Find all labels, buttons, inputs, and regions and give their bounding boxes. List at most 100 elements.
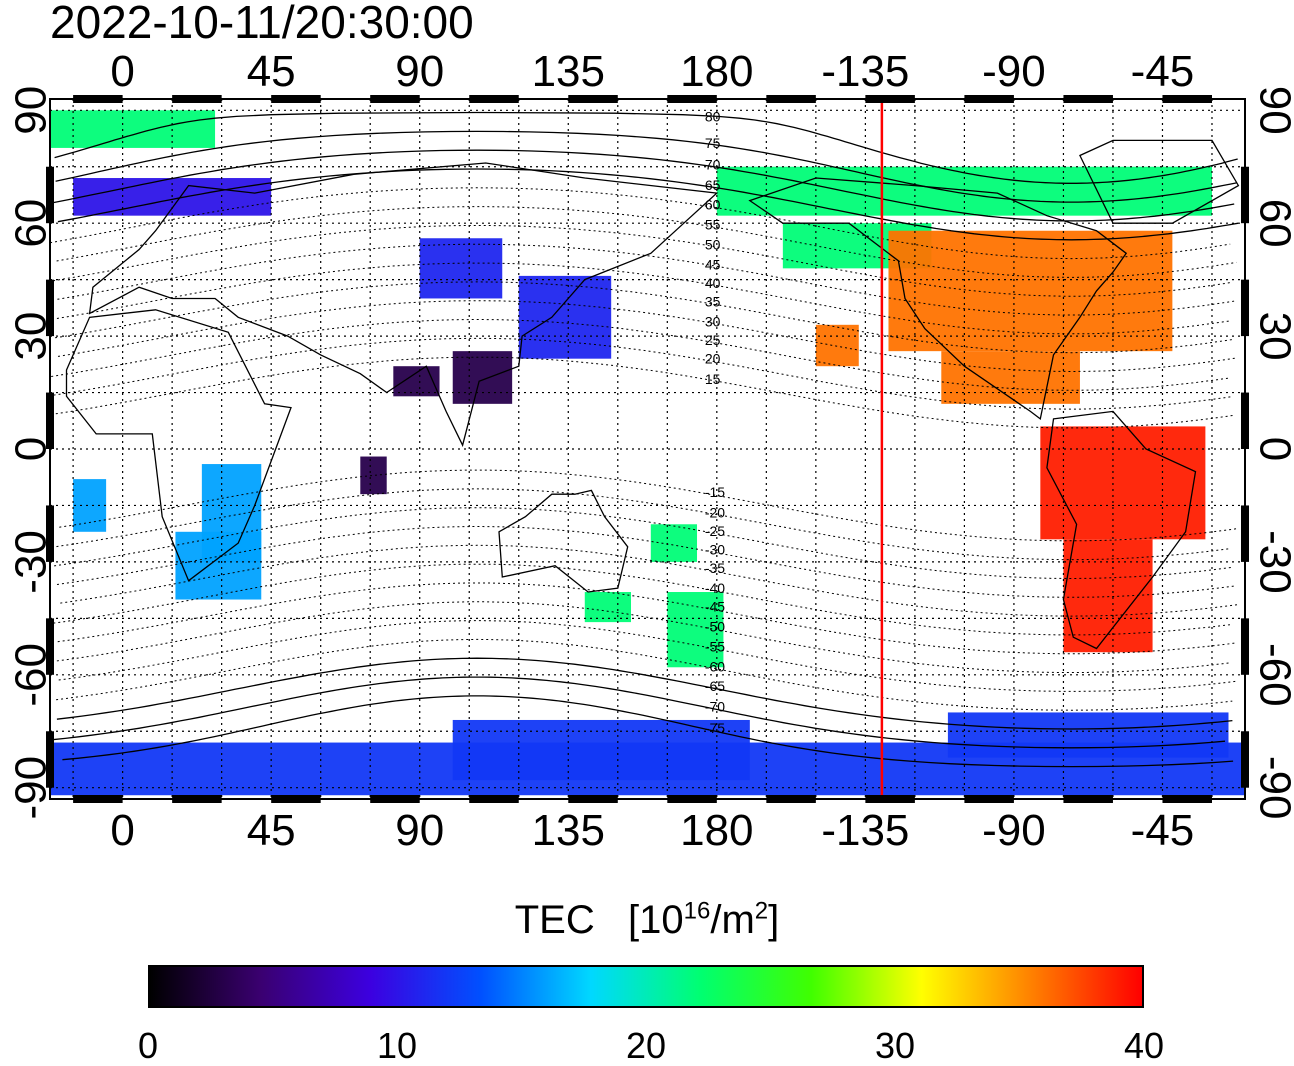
contour-label: -40 (705, 580, 725, 596)
frame-tick-bar (73, 95, 123, 103)
frame-tick-bar (1162, 795, 1212, 803)
contour-label: -70 (705, 699, 725, 715)
contour-label: -25 (705, 523, 725, 539)
frame-tick-bar (667, 95, 717, 103)
frame-tick-bar (1063, 795, 1113, 803)
tec-region (584, 524, 724, 668)
magnetic-latitude-contour (57, 243, 1237, 316)
timestamp: 2022-10-11/20:30:00 (50, 0, 474, 48)
colorbar-tick-label: 10 (376, 1025, 418, 1066)
contour-label: 75 (705, 135, 721, 151)
contour-label: 35 (705, 293, 721, 309)
magnetic-latitude-contour (57, 582, 1236, 655)
magnetic-latitude-contour (57, 168, 1239, 241)
frame-tick-bar (865, 795, 915, 803)
contour-label: -55 (705, 639, 725, 655)
frame-tick-bar (568, 95, 618, 103)
tec-patch (584, 592, 631, 623)
bottom-longitude-label: 180 (680, 806, 753, 855)
top-longitude-label: 45 (247, 47, 296, 96)
contour-label: -15 (705, 484, 725, 500)
frame-tick-bar (964, 795, 1014, 803)
contour-label: 45 (705, 256, 721, 272)
magnetic-latitude-contour (57, 300, 1238, 373)
contour-label: -60 (705, 658, 725, 674)
contour-label: 15 (705, 371, 721, 387)
magnetic-latitude-contour (53, 337, 1233, 410)
magnetic-latitude-contour (51, 676, 1226, 749)
frame-tick-bar (172, 795, 222, 803)
contour-label: 30 (705, 313, 721, 329)
unit-mid: /m (710, 898, 755, 942)
tec-patch (947, 712, 1229, 758)
left-latitude-label: -60 (7, 643, 56, 707)
top-longitude-label: 90 (395, 47, 444, 96)
frame-tick-bar (766, 95, 816, 103)
contour-label: -35 (705, 560, 725, 576)
colorbar-tick-label: 0 (137, 1025, 159, 1066)
magnetic-latitude-contour (62, 695, 1234, 768)
magnetic-latitude-contour (55, 356, 1235, 429)
magnetic-contour-layer: 80 75 70 65 60 55 50 45 40 35 30 25 20 15 -15 -20 -25 -30… (50, 108, 1239, 768)
frame-ticks (46, 95, 1249, 803)
magnetic-latitude-contour (53, 563, 1231, 636)
magnetic-latitude-contour (56, 657, 1233, 730)
tec-patch (50, 110, 216, 148)
tec-patch (452, 719, 750, 781)
contour-label: -65 (705, 678, 725, 694)
frame-tick-bar (964, 95, 1014, 103)
right-latitude-label: -60 (1250, 643, 1294, 707)
frame-tick-bar (46, 166, 54, 224)
frame-tick-bar (1241, 731, 1249, 788)
tec-region (815, 230, 1173, 404)
frame-tick-bar (865, 95, 915, 103)
magnetic-latitude-contour (53, 225, 1233, 297)
right-latitude-label: 60 (1250, 199, 1294, 248)
tec-patch (667, 592, 724, 668)
tec-patch (815, 324, 859, 367)
frame-tick-bar (370, 95, 420, 103)
magnetic-latitude-contour (56, 206, 1237, 278)
frame-tick-bar (1063, 95, 1113, 103)
coastline (88, 162, 719, 448)
frame-tick-bar (172, 95, 222, 103)
unit-exponent: 16 (683, 897, 711, 925)
contour-label: 25 (705, 332, 721, 348)
colorbar-title-text: TEC (514, 898, 595, 942)
contour-label: -30 (705, 542, 725, 558)
frame-tick-bar (1241, 618, 1249, 675)
tec-region (50, 712, 1245, 796)
bottom-longitude-label: -135 (821, 806, 909, 855)
contour-label: -45 (705, 599, 725, 615)
top-longitude-label: -135 (821, 47, 909, 96)
tec-patch (650, 524, 698, 562)
unit-exponent-2: 2 (754, 897, 769, 925)
colorbar-tick-label: 30 (874, 1025, 916, 1066)
bottom-longitude-label: 90 (395, 806, 444, 855)
unit-suffix: ] (768, 898, 780, 942)
coastline (498, 489, 629, 593)
right-latitude-label: 0 (1250, 437, 1294, 461)
tec-patch (941, 351, 1080, 404)
magnetic-latitude-contour (54, 111, 1238, 184)
magnetic-latitude-contour (55, 130, 1238, 203)
contour-label: 65 (705, 177, 721, 193)
magnetic-latitude-contour (55, 281, 1235, 354)
bottom-longitude-label: -90 (982, 806, 1046, 855)
contour-label: -20 (705, 504, 725, 520)
contour-label: 40 (705, 275, 721, 291)
left-latitude-label: 60 (7, 199, 56, 248)
right-latitude-label: 30 (1250, 312, 1294, 361)
contour-label: -50 (705, 619, 725, 635)
frame-tick-bar (370, 795, 420, 803)
frame-tick-bar (46, 505, 54, 562)
top-longitude-label: -90 (982, 47, 1046, 96)
frame-tick-bar (46, 618, 54, 675)
frame-tick-bar (271, 95, 321, 103)
tec-patch (201, 464, 262, 562)
top-longitude-label: 180 (680, 47, 753, 96)
contour-label: -75 (705, 720, 725, 736)
left-latitude-label: 0 (7, 437, 56, 461)
frame-tick-bar (1241, 505, 1249, 562)
